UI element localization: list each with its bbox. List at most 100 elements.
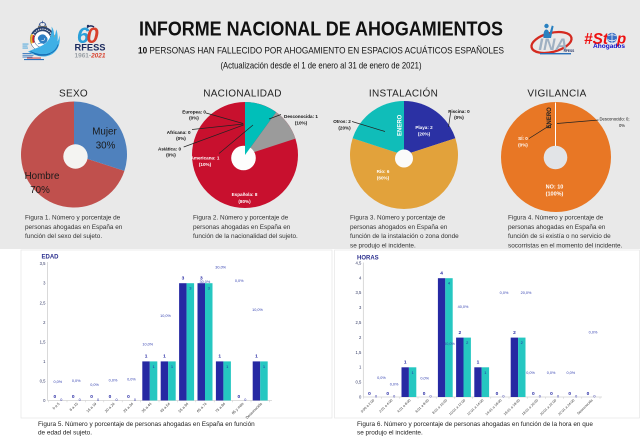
svg-text:Playa: 2: Playa: 2 <box>415 125 433 130</box>
svg-text:función de la nacionalidad del: función de la nacionalidad del sujeto. <box>193 233 298 240</box>
svg-text:3,5: 3,5 <box>355 290 361 295</box>
svg-text:0,0%: 0,0% <box>566 371 575 375</box>
svg-text:0: 0 <box>393 395 395 399</box>
svg-text:Asiática: 0: Asiática: 0 <box>158 147 181 152</box>
svg-text:2,5: 2,5 <box>355 320 361 325</box>
svg-text:0,0%: 0,0% <box>90 383 99 387</box>
svg-text:30,0%: 30,0% <box>215 266 226 270</box>
svg-text:6 a 15: 6 a 15 <box>69 402 79 412</box>
svg-text:75 a 84: 75 a 84 <box>215 402 227 414</box>
svg-text:1: 1 <box>255 354 258 360</box>
svg-text:(60%): (60%) <box>377 176 390 181</box>
svg-text:3: 3 <box>189 286 192 291</box>
svg-text:70%: 70% <box>30 185 50 196</box>
svg-text:0,0%: 0,0% <box>420 377 429 381</box>
svg-text:1: 1 <box>43 359 46 364</box>
svg-text:1: 1 <box>404 360 407 366</box>
svg-text:socorristas en el momento del: socorristas en el momento del incidente. <box>508 242 623 249</box>
svg-text:0: 0 <box>53 394 56 400</box>
svg-text:Americana: 1: Americana: 1 <box>191 156 220 161</box>
svg-text:personas ahogadas en España en: personas ahogadas en España en <box>508 224 606 231</box>
svg-text:0: 0 <box>386 391 389 397</box>
svg-text:EDAD: EDAD <box>42 255 60 261</box>
svg-text:personas ahogadas en España en: personas ahogadas en España en <box>193 224 291 231</box>
svg-text:0: 0 <box>115 398 117 402</box>
svg-text:Europea: 0: Europea: 0 <box>182 110 206 115</box>
svg-text:40,0%: 40,0% <box>458 305 469 309</box>
svg-text:4,5: 4,5 <box>355 260 361 265</box>
svg-text:1: 1 <box>152 364 155 369</box>
svg-text:1: 1 <box>145 354 148 360</box>
svg-text:25 a 34: 25 a 34 <box>123 402 135 414</box>
svg-text:0,0%: 0,0% <box>500 291 509 295</box>
svg-text:20 a 24: 20 a 24 <box>104 402 116 414</box>
svg-text:0,0%: 0,0% <box>72 379 81 383</box>
svg-text:0,0%: 0,0% <box>235 279 244 283</box>
svg-text:#St: #St <box>584 31 609 48</box>
svg-text:2: 2 <box>359 335 362 340</box>
svg-text:2: 2 <box>43 320 46 325</box>
svg-text:2: 2 <box>466 340 469 345</box>
svg-text:ENERO: ENERO <box>547 107 553 129</box>
svg-text:se produjo el incidente.: se produjo el incidente. <box>350 242 416 249</box>
svg-text:1: 1 <box>171 364 174 369</box>
svg-text:0: 0 <box>496 391 499 397</box>
svg-text:función del sexo del sujeto.: función del sexo del sujeto. <box>25 233 102 240</box>
svg-text:0: 0 <box>502 395 504 399</box>
svg-text:1: 1 <box>484 370 487 375</box>
svg-text:0: 0 <box>430 395 432 399</box>
svg-text:ENERO: ENERO <box>398 114 404 136</box>
svg-text:0: 0 <box>86 23 99 48</box>
svg-text:Figura 5. Número y porcentaje: Figura 5. Número y porcentaje de persona… <box>38 421 255 428</box>
svg-text:función de la instalación o zo: función de la instalación o zona donde <box>350 233 459 240</box>
svg-text:2: 2 <box>521 340 524 345</box>
svg-text:0: 0 <box>593 395 595 399</box>
svg-text:0,0%: 0,0% <box>109 379 118 383</box>
svg-text:Africana: 0: Africana: 0 <box>167 130 191 135</box>
svg-text:0: 0 <box>568 391 571 397</box>
svg-text:0: 0 <box>134 398 136 402</box>
svg-text:0: 0 <box>557 395 559 399</box>
svg-text:1: 1 <box>263 364 266 369</box>
svg-text:0: 0 <box>79 398 81 402</box>
svg-text:1: 1 <box>411 370 414 375</box>
svg-text:3,5: 3,5 <box>40 261 46 266</box>
svg-text:Figura 3. Número y porcentaje: Figura 3. Número y porcentaje de <box>350 215 446 222</box>
svg-text:(10%): (10%) <box>295 121 308 126</box>
svg-text:0: 0 <box>532 391 535 397</box>
svg-text:NO: 10: NO: 10 <box>546 185 564 191</box>
svg-text:3: 3 <box>182 275 185 281</box>
svg-text:1: 1 <box>218 354 221 360</box>
svg-text:3: 3 <box>43 281 46 286</box>
svg-text:0: 0 <box>72 394 75 400</box>
svg-text:Piscina: 0: Piscina: 0 <box>448 109 470 114</box>
svg-text:RFESS: RFESS <box>564 49 575 53</box>
svg-text:1,5: 1,5 <box>40 339 46 344</box>
svg-text:0: 0 <box>423 391 426 397</box>
svg-text:0: 0 <box>587 391 590 397</box>
svg-text:0: 0 <box>375 395 377 399</box>
svg-text:0: 0 <box>359 395 362 400</box>
svg-text:1: 1 <box>359 365 362 370</box>
svg-text:SÍ: 0: SÍ: 0 <box>518 134 528 141</box>
svg-text:2: 2 <box>458 330 461 336</box>
svg-text:30,0%: 30,0% <box>200 280 211 284</box>
svg-text:3: 3 <box>359 305 362 310</box>
svg-text:Figura 2. Número y porcentaje: Figura 2. Número y porcentaje de <box>193 215 289 222</box>
svg-text:Hombre: Hombre <box>25 171 60 182</box>
svg-text:(0%): (0%) <box>176 136 186 141</box>
svg-text:(0%): (0%) <box>454 115 464 120</box>
svg-text:4: 4 <box>359 275 362 280</box>
svg-text:Figura 4. Número y porcentaje: Figura 4. Número y porcentaje de <box>508 215 604 222</box>
svg-text:NACIONALIDAD: NACIONALIDAD <box>203 89 282 100</box>
svg-text:2,5: 2,5 <box>40 300 46 305</box>
svg-text:0: 0 <box>539 395 541 399</box>
svg-text:Río: 6: Río: 6 <box>377 169 390 174</box>
svg-text:(Actualización desde el 1 de e: (Actualización desde el 1 de enero al 31… <box>221 61 422 71</box>
svg-text:10,0%: 10,0% <box>252 308 263 312</box>
svg-text:de edad del sujeto.: de edad del sujeto. <box>38 430 92 437</box>
svg-text:(0%): (0%) <box>189 116 199 121</box>
svg-text:Desconocida: 1: Desconocida: 1 <box>284 114 318 119</box>
svg-text:3: 3 <box>200 275 203 281</box>
svg-text:Mujer: Mujer <box>92 127 117 138</box>
